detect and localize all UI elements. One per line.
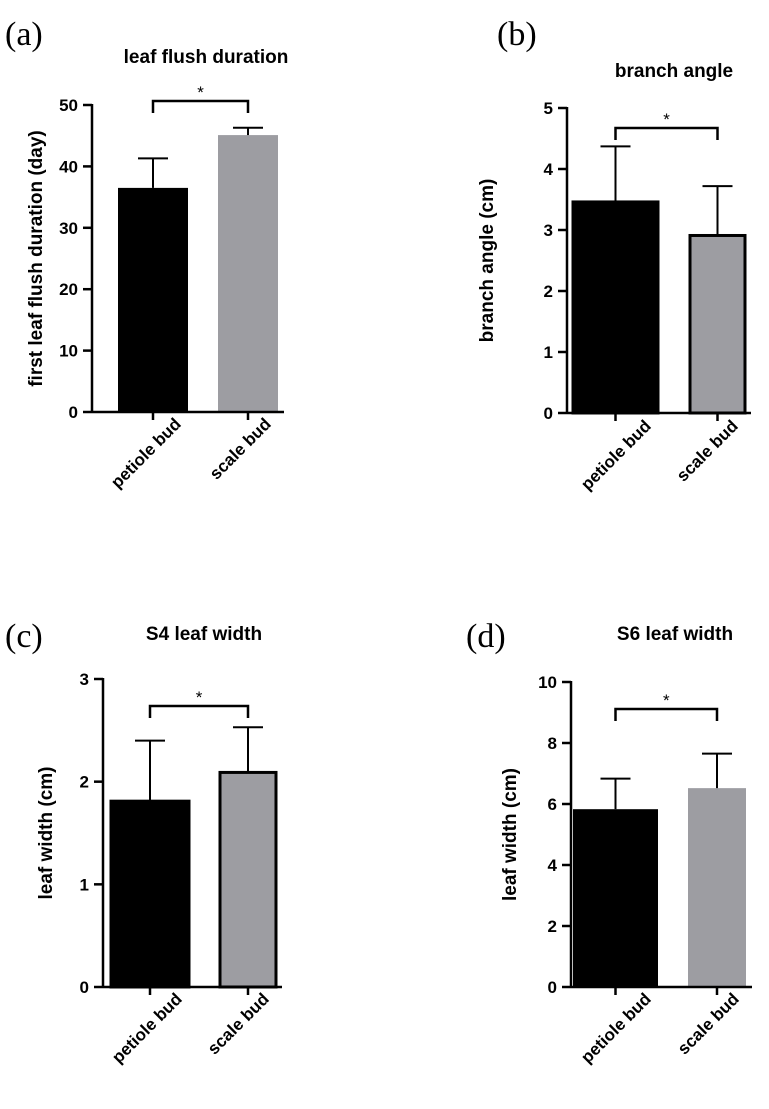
panel-letter: (a) xyxy=(5,16,43,53)
significance-bracket xyxy=(614,126,719,140)
y-tick-label: 6 xyxy=(548,795,557,814)
chart-title: branch angle xyxy=(615,61,733,82)
category-label: scale bud xyxy=(204,989,273,1058)
y-tick-label: 1 xyxy=(80,875,89,894)
chart-panel-3: (c) S4 leaf width leaf width (cm) petiole b… xyxy=(5,618,282,1067)
y-tick-label: 4 xyxy=(544,160,554,179)
y-tick-label: 3 xyxy=(80,670,89,689)
y-axis-label: branch angle (cm) xyxy=(477,179,498,343)
chart-panel-4: (d) S6 leaf width leaf width (cm) petiole b… xyxy=(466,618,752,1067)
significance-marker: * xyxy=(196,688,203,707)
y-axis-label: leaf width (cm) xyxy=(500,768,521,901)
bar-scale-bud xyxy=(688,788,746,987)
bar-petiole-bud xyxy=(573,809,658,987)
chart-title: S6 leaf width xyxy=(617,624,733,645)
y-tick-label: 4 xyxy=(548,856,558,875)
y-tick-label: 2 xyxy=(80,773,89,792)
significance-marker: * xyxy=(197,83,204,102)
bar-scale-bud xyxy=(218,770,278,989)
y-tick-label: 5 xyxy=(544,99,553,118)
y-tick-label: 10 xyxy=(59,342,78,361)
category-label: petiole bud xyxy=(107,414,185,492)
category-label: scale bud xyxy=(673,416,742,485)
y-tick-label: 0 xyxy=(544,404,553,423)
panel-letter: (d) xyxy=(466,618,506,655)
significance-marker: * xyxy=(663,691,670,710)
category-label: petiole bud xyxy=(108,989,186,1067)
category-label: scale bud xyxy=(674,989,743,1058)
category-label: scale bud xyxy=(206,414,275,483)
y-tick-label: 3 xyxy=(544,221,553,240)
category-label: petiole bud xyxy=(577,416,655,494)
chart-panel-1: (a) leaf flush duration first leaf flush d… xyxy=(5,16,288,492)
bar-petiole-bud xyxy=(571,200,660,415)
y-tick-label: 2 xyxy=(548,917,557,936)
category-label: petiole bud xyxy=(577,989,655,1067)
y-tick-label: 40 xyxy=(59,157,78,176)
y-tick-label: 0 xyxy=(548,978,557,997)
bar-petiole-bud xyxy=(109,799,191,989)
y-axis-label: first leaf flush duration (day) xyxy=(26,130,47,387)
panel-letter: (b) xyxy=(497,16,537,53)
y-tick-label: 20 xyxy=(59,280,78,299)
significance-marker: * xyxy=(663,110,670,129)
y-tick-label: 0 xyxy=(69,403,78,422)
y-tick-label: 2 xyxy=(544,282,553,301)
y-tick-label: 1 xyxy=(544,343,553,362)
chart-title: S4 leaf width xyxy=(146,624,262,645)
chart-title: leaf flush duration xyxy=(124,47,289,68)
bar-scale-bud xyxy=(688,233,747,415)
significance-bracket xyxy=(148,704,250,718)
significance-bracket xyxy=(151,99,250,113)
y-tick-label: 8 xyxy=(548,734,557,753)
y-tick-label: 10 xyxy=(538,673,557,692)
bar-petiole-bud xyxy=(118,187,188,412)
chart-panel-2: (b) branch angle branch angle (cm) petiole … xyxy=(477,16,751,494)
y-tick-label: 50 xyxy=(59,96,78,115)
bar-scale-bud xyxy=(218,135,278,412)
significance-bracket xyxy=(614,707,719,721)
y-axis-label: leaf width (cm) xyxy=(36,766,57,899)
y-tick-label: 30 xyxy=(59,219,78,238)
y-tick-label: 0 xyxy=(80,978,89,997)
panel-letter: (c) xyxy=(5,618,43,655)
